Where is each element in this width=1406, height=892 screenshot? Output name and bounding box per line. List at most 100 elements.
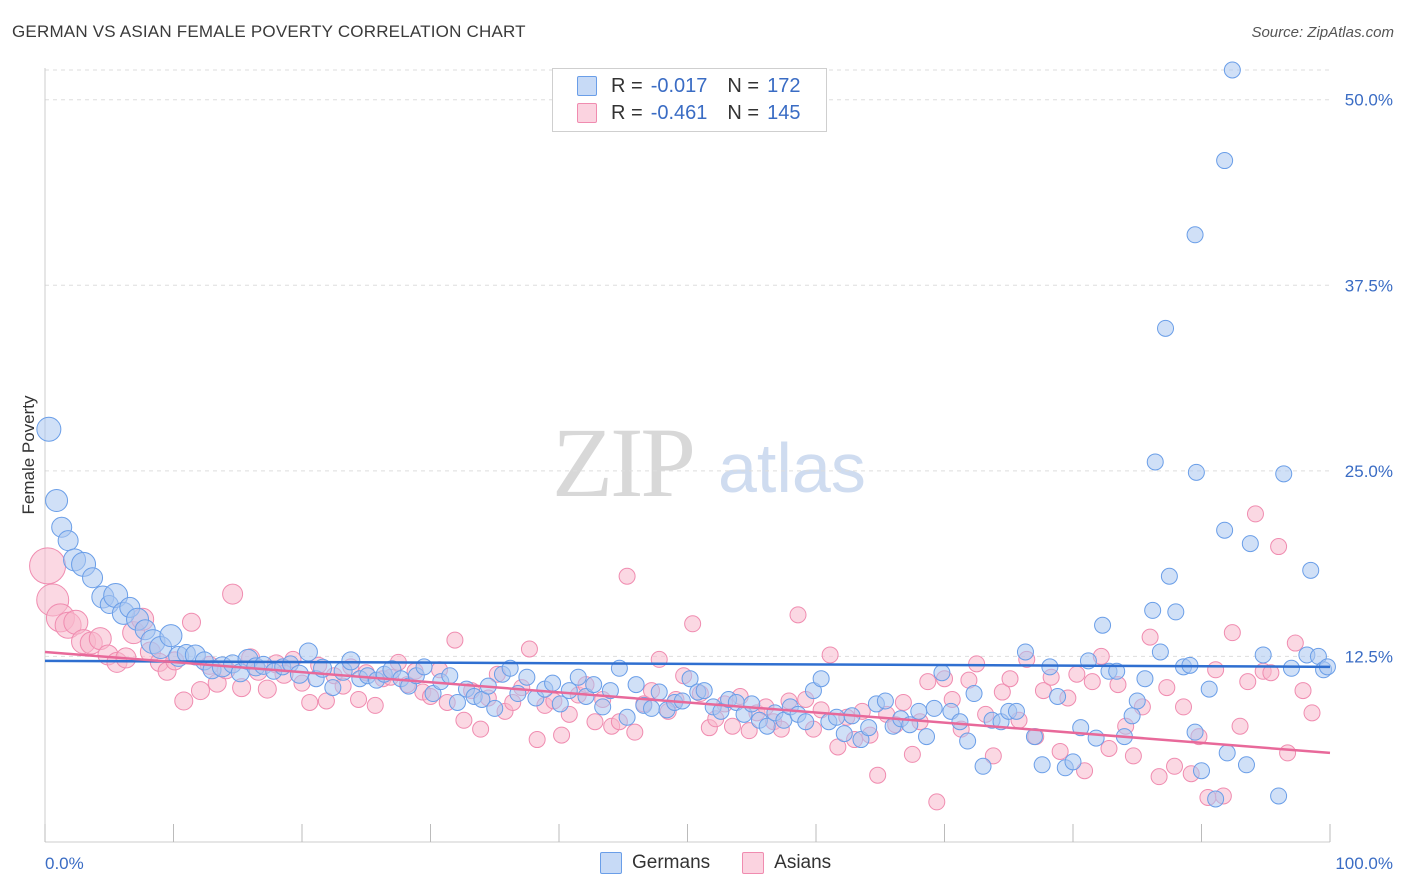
germans-legend-swatch bbox=[600, 852, 622, 874]
germans-point bbox=[486, 699, 504, 717]
germans-point bbox=[159, 624, 183, 648]
asians-point bbox=[1246, 505, 1264, 523]
germans-point bbox=[959, 732, 977, 750]
asians-point bbox=[1034, 682, 1052, 700]
tick-labels: 12.5% 25.0% 37.5% 50.0% 0.0% 100.0% bbox=[45, 91, 1393, 873]
germans-point bbox=[1007, 702, 1025, 720]
r-value: -0.461 bbox=[650, 101, 708, 124]
germans-point bbox=[1136, 670, 1154, 688]
asians-point bbox=[1239, 673, 1257, 691]
n-value: 172 bbox=[767, 74, 801, 97]
asians-point bbox=[366, 696, 384, 714]
germans-point bbox=[518, 668, 536, 686]
germans-point bbox=[1275, 465, 1293, 483]
asians-point bbox=[455, 711, 473, 729]
source-label: Source: ZipAtlas.com bbox=[1251, 24, 1394, 41]
germans-point bbox=[812, 670, 830, 688]
germans-point bbox=[289, 664, 309, 684]
asians-legend-swatch bbox=[742, 852, 765, 874]
asians-point bbox=[968, 655, 986, 673]
asians-point bbox=[903, 745, 921, 763]
asians-point bbox=[894, 693, 912, 711]
germans-point bbox=[415, 658, 433, 676]
germans-point bbox=[1186, 723, 1204, 741]
germans-point bbox=[835, 725, 853, 743]
watermark-zip: ZIP bbox=[552, 407, 696, 518]
asians-point bbox=[919, 673, 937, 691]
germans-point bbox=[1146, 453, 1164, 471]
y-tick-label: 50.0% bbox=[1345, 91, 1393, 110]
legend-item-germans[interactable]: Germans bbox=[600, 852, 710, 874]
x-tick-label: 100.0% bbox=[1335, 854, 1393, 873]
asians-point bbox=[29, 547, 67, 585]
asians-point bbox=[528, 731, 546, 749]
germans-point bbox=[1167, 603, 1185, 621]
asians-point bbox=[553, 726, 571, 744]
germans-point bbox=[1186, 226, 1204, 244]
germans-point bbox=[852, 731, 870, 749]
germans-point bbox=[643, 699, 661, 717]
asians-point bbox=[1303, 704, 1321, 722]
germans-point bbox=[797, 713, 815, 731]
asians-point bbox=[928, 793, 946, 811]
germans-point bbox=[448, 693, 466, 711]
asians-point bbox=[350, 690, 368, 708]
asians-point bbox=[1223, 624, 1241, 642]
watermark-atlas: atlas bbox=[718, 429, 866, 507]
legend-item-asians[interactable]: Asians bbox=[742, 852, 831, 874]
germans-point bbox=[82, 567, 104, 589]
asians-point bbox=[1175, 698, 1193, 716]
asians-point bbox=[1279, 744, 1297, 762]
germans-point bbox=[1302, 561, 1320, 579]
asians-point bbox=[472, 720, 490, 738]
asians-legend-label: Asians bbox=[774, 852, 832, 873]
asians-point bbox=[586, 713, 604, 731]
germans-point bbox=[1218, 744, 1236, 762]
germans-point bbox=[695, 682, 713, 700]
n-label: N = bbox=[727, 101, 760, 124]
germans-point bbox=[1064, 753, 1082, 771]
germans-point bbox=[758, 717, 776, 735]
r-label: R = bbox=[611, 101, 643, 124]
germans-point bbox=[298, 642, 318, 662]
asians-point bbox=[1150, 768, 1168, 786]
germans-point bbox=[1216, 521, 1234, 539]
y-tick-label: 25.0% bbox=[1345, 462, 1393, 481]
chart-title: GERMAN VS ASIAN FEMALE POVERTY CORRELATI… bbox=[12, 22, 526, 41]
asians-point bbox=[618, 567, 636, 585]
asians-point bbox=[181, 612, 201, 632]
germans-point bbox=[951, 713, 969, 731]
asians-point bbox=[1294, 682, 1312, 700]
grid-lines bbox=[45, 69, 1330, 657]
asians-point bbox=[869, 766, 887, 784]
germans-point bbox=[1072, 719, 1090, 737]
asians-point bbox=[1262, 664, 1280, 682]
germans-point bbox=[1254, 646, 1272, 664]
asians-trend-line bbox=[44, 650, 1331, 755]
germans-point bbox=[569, 668, 587, 686]
germans-point bbox=[1200, 680, 1218, 698]
asians-point bbox=[723, 717, 741, 735]
germans-point bbox=[501, 659, 519, 677]
trend-lines bbox=[44, 650, 1331, 755]
germans-point bbox=[804, 682, 822, 700]
germans-point bbox=[974, 757, 992, 775]
asians-point bbox=[1166, 757, 1184, 775]
y-tick-label: 37.5% bbox=[1345, 276, 1393, 295]
asians-point bbox=[1083, 673, 1101, 691]
germans-point bbox=[57, 530, 79, 552]
germans-point bbox=[1144, 601, 1162, 619]
asians-point bbox=[1068, 665, 1086, 683]
germans-point bbox=[324, 679, 342, 697]
germans-point bbox=[424, 685, 442, 703]
germans-point bbox=[1237, 756, 1255, 774]
germans-point bbox=[1094, 616, 1112, 634]
germans-point bbox=[341, 651, 361, 671]
asians-point bbox=[684, 615, 702, 633]
correlation-legend: R = -0.017 N = 172 R = -0.461 N = 145 bbox=[552, 68, 827, 132]
asians-point bbox=[1124, 747, 1142, 765]
germans-swatch bbox=[577, 76, 597, 96]
asians-point bbox=[1158, 679, 1176, 697]
germans-point bbox=[577, 688, 595, 706]
germans-point bbox=[1193, 762, 1210, 780]
